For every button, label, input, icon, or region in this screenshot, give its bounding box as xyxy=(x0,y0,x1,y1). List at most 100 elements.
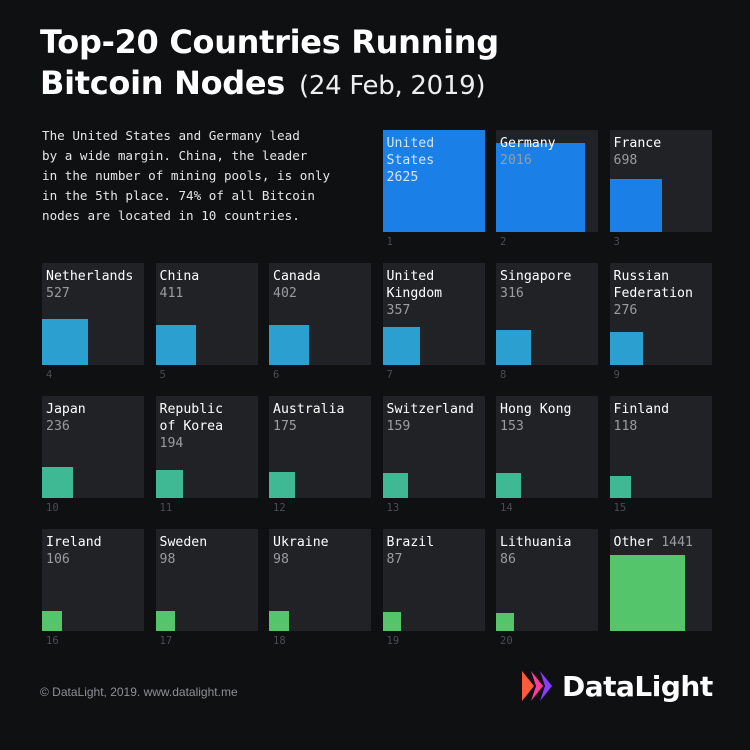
country-label: United States xyxy=(386,136,435,168)
rank-label: 1 xyxy=(386,236,393,248)
country-label: China xyxy=(159,269,200,284)
country-tile: Germany 2016 2 xyxy=(496,130,598,248)
node-area-bar xyxy=(609,555,686,631)
country-label: Brazil xyxy=(386,535,435,550)
country-tile: Russian Federation 276 9 xyxy=(609,263,712,381)
country-label: Ireland xyxy=(46,535,102,550)
country-tile: Brazil 87 19 xyxy=(382,529,485,647)
node-area-bar xyxy=(382,130,485,232)
node-count-label: 194 xyxy=(159,436,184,451)
chart-title: Top-20 Countries Running Bitcoin Nodes (2… xyxy=(40,22,499,107)
node-count-label: 698 xyxy=(613,153,638,168)
country-tile: Finland 118 15 xyxy=(609,396,712,514)
node-count-label: 118 xyxy=(613,419,638,434)
node-area-bar xyxy=(155,324,196,365)
node-count-label: 159 xyxy=(386,419,411,434)
country-tile: China 411 5 xyxy=(155,263,258,381)
rank-label: 20 xyxy=(500,635,513,647)
node-area-bar xyxy=(155,611,176,631)
node-area-bar xyxy=(269,471,296,498)
country-label: Australia xyxy=(273,402,345,417)
country-tile: Ireland 106 16 xyxy=(42,529,144,647)
node-count-label: 411 xyxy=(159,286,184,301)
rank-label: 15 xyxy=(613,502,627,514)
rank-label: 3 xyxy=(613,236,620,248)
rank-label: 19 xyxy=(386,635,400,647)
country-label: Switzerland xyxy=(386,402,474,417)
rank-label: 8 xyxy=(500,369,507,381)
country-label: Hong Kong xyxy=(500,402,572,417)
rank-label: 10 xyxy=(46,502,59,514)
country-label: Netherlands xyxy=(46,269,134,284)
country-label: Sweden xyxy=(159,535,208,550)
country-label: Japan xyxy=(46,402,86,417)
country-tile: Republic of Korea 194 11 xyxy=(155,396,258,514)
country-label: Russian Federation xyxy=(613,269,693,301)
node-area-bar xyxy=(496,473,521,498)
country-label: Lithuania xyxy=(500,535,572,550)
node-count-label: 2016 xyxy=(500,153,532,168)
node-area-bar xyxy=(382,327,421,365)
rank-label: 16 xyxy=(46,635,59,647)
country-label: Ukraine xyxy=(273,535,329,550)
node-area-bar xyxy=(382,472,408,498)
country-label: France xyxy=(613,136,662,151)
copyright-footer: © DataLight, 2019. www.datalight.me xyxy=(40,685,238,699)
country-tile: Japan 236 10 xyxy=(42,396,144,514)
title-main: Top-20 Countries Running Bitcoin Nodes xyxy=(40,23,499,102)
node-count-label: 527 xyxy=(46,286,70,301)
country-tile: Hong Kong 153 14 xyxy=(496,396,598,514)
country-label: Finland xyxy=(613,402,670,417)
country-tile: France 698 3 xyxy=(609,130,712,248)
node-area-bar xyxy=(609,331,643,365)
country-tile: United Kingdom 357 7 xyxy=(382,263,485,381)
brand-name: DataLight xyxy=(562,669,713,703)
country-tile: Netherlands 527 4 xyxy=(42,263,144,381)
rank-label: 6 xyxy=(273,369,280,381)
rank-label: 9 xyxy=(613,369,620,381)
node-count-label: 276 xyxy=(613,303,638,318)
node-count-label: 1441 xyxy=(661,535,693,550)
node-count-label: 2625 xyxy=(386,170,419,185)
country-tile: Switzerland 159 13 xyxy=(382,396,485,514)
country-label: Germany xyxy=(500,136,556,151)
node-count-label: 316 xyxy=(500,286,524,301)
rank-label: 2 xyxy=(500,236,507,248)
node-count-label: 357 xyxy=(386,303,411,318)
country-tile: Ukraine 98 18 xyxy=(269,529,371,647)
node-area-bar xyxy=(496,142,586,232)
node-count-label: 87 xyxy=(386,552,403,567)
node-area-bar xyxy=(42,467,73,498)
node-count-label: 175 xyxy=(273,419,297,434)
node-count-label: 402 xyxy=(273,286,297,301)
country-label: United Kingdom xyxy=(386,269,443,301)
country-label: Canada xyxy=(273,269,321,284)
country-label: Republic of Korea xyxy=(159,402,224,434)
node-area-bar xyxy=(42,319,88,365)
country-tile: Singapore 316 8 xyxy=(496,263,598,381)
rank-label: 4 xyxy=(46,369,53,381)
node-area-bar xyxy=(609,179,663,232)
rank-label: 7 xyxy=(386,369,393,381)
rank-label: 17 xyxy=(159,635,173,647)
brand-logo[interactable]: DataLight xyxy=(522,668,713,704)
rank-label: 18 xyxy=(273,635,286,647)
node-count-label: 98 xyxy=(159,552,176,567)
rank-label: 12 xyxy=(273,502,286,514)
node-count-label: 106 xyxy=(46,552,70,567)
country-tile: Canada 402 6 xyxy=(269,263,371,381)
node-count-label: 153 xyxy=(500,419,524,434)
node-count-label: 236 xyxy=(46,419,70,434)
country-label: Other 1441 xyxy=(613,535,693,550)
rank-label: 11 xyxy=(159,502,173,514)
country-tile: Sweden 98 17 xyxy=(155,529,258,647)
title-date: (24 Feb, 2019) xyxy=(299,71,486,101)
node-area-bar xyxy=(269,611,289,631)
datalight-logo-icon xyxy=(522,671,552,701)
node-area-bar xyxy=(496,329,532,365)
node-area-bar xyxy=(496,612,515,631)
country-label: Singapore xyxy=(500,269,572,284)
intro-text: The United States and Germany lead by a … xyxy=(42,128,331,223)
country-tile: Australia 175 12 xyxy=(269,396,371,514)
rank-label: 14 xyxy=(500,502,513,514)
